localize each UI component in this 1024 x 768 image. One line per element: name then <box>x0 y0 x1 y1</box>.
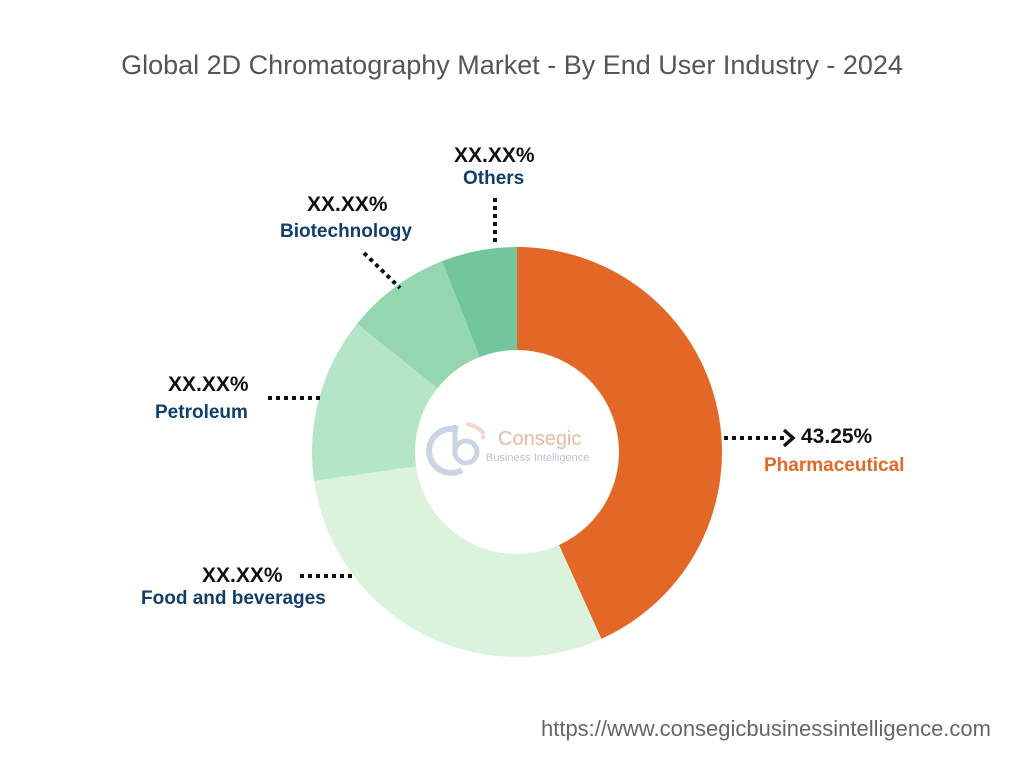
logo-icon <box>426 422 486 476</box>
value-label-others: XX.XX% <box>454 144 535 167</box>
footer-url: https://www.consegicbusinessintelligence… <box>540 716 991 741</box>
category-label-petroleum: Petroleum <box>155 402 248 423</box>
leader-biotechnology <box>362 251 402 290</box>
chart-title: Global 2D Chromatography Market - By End… <box>121 50 903 80</box>
value-label-food: XX.XX% <box>202 564 283 587</box>
category-label-food: Food and beverages <box>141 588 326 609</box>
slice-food-and-beverages <box>314 466 602 657</box>
arrow-icon <box>782 428 796 448</box>
category-label-biotechnology: Biotechnology <box>280 221 412 242</box>
value-label: 43.25% <box>801 425 873 448</box>
value-label-petroleum: XX.XX% <box>168 373 249 396</box>
category-label-pharmaceutical: Pharmaceutical <box>764 455 905 476</box>
logo-name: Consegic <box>498 428 582 450</box>
slice-pharmaceutical <box>517 247 722 639</box>
slice-biotechnology <box>357 261 480 389</box>
label-pharmaceutical: 43.25% <box>801 425 872 449</box>
slice-petroleum <box>312 323 438 481</box>
slice-others <box>442 247 517 358</box>
category-label-others: Others <box>463 168 525 189</box>
value-label-biotechnology: XX.XX% <box>307 193 388 216</box>
logo-tagline: Business Intelligence <box>486 452 590 464</box>
